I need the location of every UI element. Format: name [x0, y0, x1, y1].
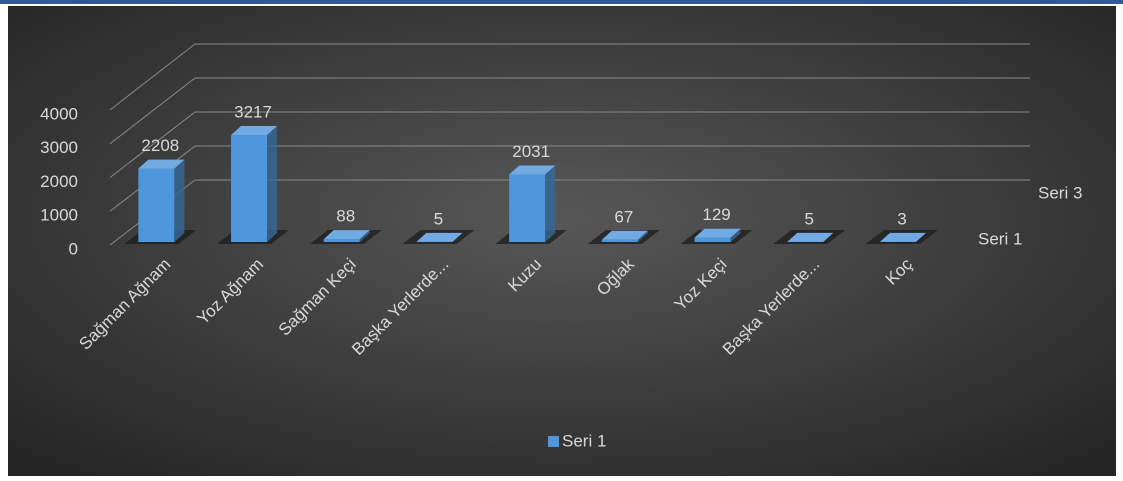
y-tick-label: 3000	[40, 138, 78, 157]
bar-top-shine	[231, 126, 278, 136]
data-label: 129	[702, 205, 730, 224]
bar-side	[174, 159, 185, 242]
depth-label: Seri 3	[1038, 183, 1082, 202]
bar-front	[323, 239, 360, 242]
bar-top-shine	[323, 230, 370, 240]
bar-top-shine	[601, 230, 648, 240]
bar-front	[694, 237, 731, 242]
bar-top	[323, 230, 370, 240]
bar-front	[138, 168, 175, 242]
legend-label: Seri 1	[562, 431, 606, 450]
bar-side-shade	[823, 232, 834, 242]
bar-side	[452, 232, 463, 242]
bar-side-shade	[174, 159, 185, 242]
bar-side	[823, 232, 834, 242]
bar-front	[231, 135, 268, 242]
bar-top	[509, 165, 556, 175]
bar-top	[787, 232, 834, 242]
top-border	[0, 0, 1123, 4]
side-grid-line	[109, 111, 196, 178]
bar-top	[138, 159, 185, 169]
data-label: 88	[336, 207, 355, 226]
bar-top	[879, 232, 926, 242]
bar-side-shade	[267, 126, 278, 242]
bar-front	[601, 239, 638, 242]
y-tick-label: 0	[69, 239, 78, 258]
legend-swatch	[548, 436, 559, 447]
bar-front	[509, 174, 546, 242]
bar-top-shine	[509, 165, 556, 175]
data-label: 3217	[234, 103, 272, 122]
bar-top	[416, 232, 463, 242]
bar-side	[359, 230, 370, 242]
bar-side	[267, 126, 278, 242]
bar-side-shade	[545, 165, 556, 242]
bar-top-shine	[879, 232, 926, 242]
bar-side	[637, 230, 648, 242]
data-label: 5	[434, 209, 443, 228]
chart-area	[8, 6, 1116, 476]
bar-top-shine	[787, 232, 834, 242]
data-label: 2208	[141, 136, 179, 155]
bar-top-shine	[138, 159, 185, 169]
bar-top	[601, 230, 648, 240]
side-grid-line	[109, 77, 196, 145]
bar-side	[915, 232, 926, 242]
bar-top-shine	[416, 232, 463, 242]
depth-label: Seri 1	[978, 229, 1022, 248]
data-label: 67	[614, 207, 633, 226]
bar-side	[545, 165, 556, 242]
bar-side	[730, 228, 741, 242]
bar-side-shade	[730, 228, 741, 242]
bar-side-shade	[359, 230, 370, 242]
data-label: 3	[897, 209, 906, 228]
data-label: 2031	[512, 142, 550, 161]
bar-side-shade	[637, 230, 648, 242]
y-tick-label: 4000	[40, 104, 78, 123]
bar-side-shade	[452, 232, 463, 242]
y-tick-label: 1000	[40, 206, 78, 225]
y-tick-label: 2000	[40, 172, 78, 191]
side-grid-line	[109, 43, 196, 111]
bar-top	[231, 126, 278, 136]
bar-side-shade	[915, 232, 926, 242]
bar-top-shine	[694, 228, 741, 238]
data-label: 5	[805, 209, 814, 228]
bar-top	[694, 228, 741, 238]
